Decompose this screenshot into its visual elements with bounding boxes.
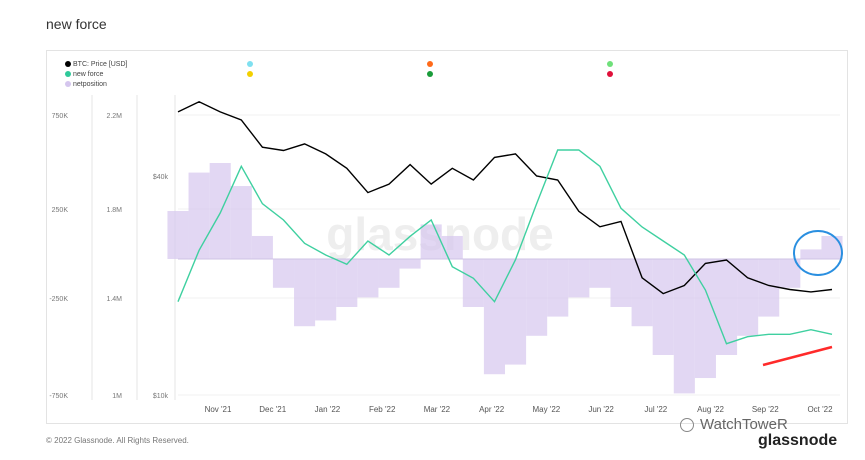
y-tick-price: $40k [153, 174, 169, 181]
netposition-bar [800, 249, 822, 259]
netposition-bar [610, 259, 632, 307]
netposition-bar [589, 259, 611, 288]
netposition-bar [547, 259, 569, 317]
netposition-bar [167, 211, 189, 259]
legend-new-force-label: new force [73, 71, 104, 78]
legend-faded-dot-2 [247, 71, 253, 78]
y-tick-new-force: 1.8M [106, 207, 122, 214]
y-tick-new-force: 1.4M [106, 296, 122, 303]
y-tick-netposition: -250K [49, 296, 68, 303]
watchtower-brand: WatchToweR [680, 416, 788, 433]
netposition-bar [737, 259, 759, 336]
highlight-circle [793, 230, 843, 276]
netposition-bar [209, 163, 231, 259]
new-force-line [177, 149, 833, 345]
price-line [177, 101, 833, 295]
x-tick-label: May '22 [532, 405, 560, 414]
netposition-series [167, 163, 843, 394]
x-tick-label: Aug '22 [697, 405, 724, 414]
netposition-bar [420, 224, 442, 259]
legend-item-price[interactable]: BTC: Price [USD] [65, 61, 127, 68]
x-tick-label: Feb '22 [369, 405, 396, 414]
netposition-bar [505, 259, 527, 365]
netposition-bar [779, 259, 801, 288]
y-tick-price: $10k [153, 393, 169, 400]
legend-faded-dot-1 [247, 61, 253, 68]
netposition-bar [694, 259, 716, 379]
axes: 750K 250K -250K -750K 2.2M 1.8M 1.4M 1M $40k $10k… [49, 113, 833, 414]
y-tick-new-force: 1M [112, 393, 122, 400]
legend-faded-dot-5 [607, 61, 613, 68]
legend-faded-1[interactable] [247, 61, 255, 68]
chart-title: new force [46, 16, 107, 32]
netposition-bar [230, 186, 252, 259]
legend-faded-dot-3 [427, 61, 433, 68]
x-tick-label: Apr '22 [479, 405, 505, 414]
legend-faded-dot-4 [427, 71, 433, 78]
netposition-bar [462, 259, 484, 307]
legend-netposition-dot [65, 81, 71, 88]
legend-item-new-force[interactable]: new force [65, 71, 103, 78]
netposition-bar [631, 259, 653, 327]
x-tick-label: Oct '22 [807, 405, 833, 414]
netposition-bar [399, 259, 421, 269]
wechat-icon [680, 418, 694, 433]
x-tick-label: Jan '22 [315, 405, 341, 414]
glassnode-logo: glassnode [758, 432, 838, 449]
legend-faded-4[interactable] [427, 71, 435, 78]
legend-faded-3[interactable] [427, 61, 435, 68]
netposition-bar [568, 259, 590, 298]
y-tick-netposition: -750K [49, 393, 68, 400]
x-tick-label: Mar '22 [424, 405, 451, 414]
watchtower-label: WatchToweR [700, 416, 788, 433]
legend-faded-dot-6 [607, 71, 613, 78]
netposition-bar [378, 259, 400, 288]
y-tick-netposition: 250K [52, 207, 69, 214]
netposition-bar [357, 259, 379, 298]
netposition-bar [188, 172, 210, 259]
legend-price-dot [65, 61, 71, 68]
footer-copyright: © 2022 Glassnode. All Rights Reserved. [46, 436, 189, 445]
netposition-bar [821, 235, 843, 259]
netposition-bar [526, 259, 548, 336]
netposition-bar [483, 259, 505, 375]
netposition-bar [251, 235, 273, 259]
legend-netposition-label: netposition [73, 81, 107, 88]
netposition-bar [758, 259, 780, 317]
netposition-bar [673, 259, 695, 394]
legend-new-force-dot [65, 71, 71, 78]
legend-faded-2[interactable] [247, 71, 255, 78]
x-tick-label: Nov '21 [205, 405, 232, 414]
legend-item-netposition[interactable]: netposition [65, 81, 107, 88]
legend-faded-6[interactable] [607, 71, 615, 78]
netposition-bar [315, 259, 337, 321]
netposition-bar [336, 259, 358, 307]
legend-faded-5[interactable] [607, 61, 615, 68]
legend-price-label: BTC: Price [USD] [73, 61, 128, 68]
x-tick-label: Jun '22 [588, 405, 614, 414]
netposition-bar [294, 259, 316, 327]
netposition-bar [441, 235, 463, 259]
y-tick-netposition: 750K [52, 113, 69, 120]
x-tick-label: Dec '21 [259, 405, 286, 414]
x-tick-label: Sep '22 [752, 405, 779, 414]
netposition-bar [272, 259, 295, 288]
highlight-arrow [762, 345, 833, 367]
y-tick-new-force: 2.2M [106, 113, 122, 120]
netposition-bar [652, 259, 674, 355]
x-tick-label: Jul '22 [644, 405, 667, 414]
line-series [177, 101, 833, 345]
